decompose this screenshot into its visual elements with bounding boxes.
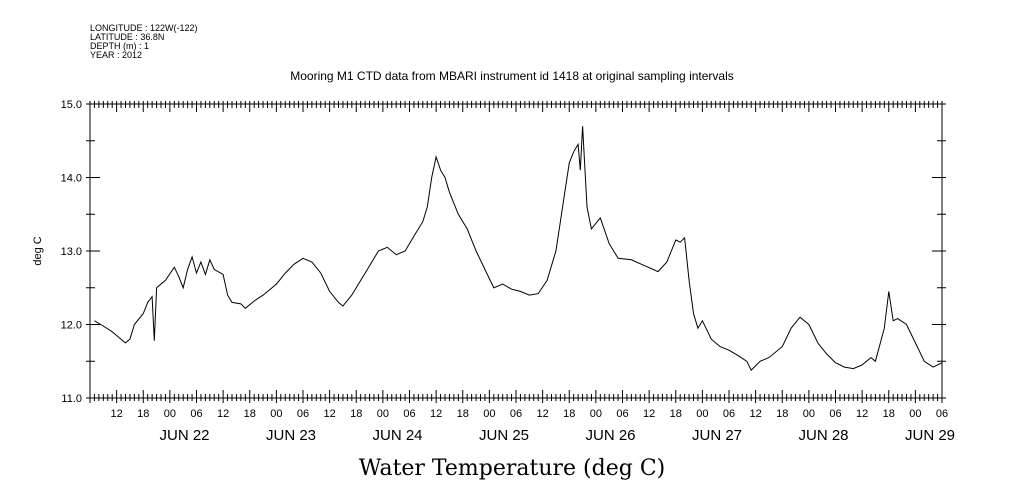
- y-axis-label: deg C: [32, 236, 44, 265]
- x-tick-label: 00: [270, 408, 282, 420]
- x-day-label: JUN 24: [372, 427, 422, 444]
- chart-title: Mooring M1 CTD data from MBARI instrumen…: [290, 69, 734, 83]
- x-tick-label: 18: [350, 408, 362, 420]
- x-tick-label: 06: [403, 408, 415, 420]
- x-tick-label: 06: [190, 408, 202, 420]
- x-tick-label: 12: [750, 408, 762, 420]
- series-line: [94, 126, 943, 371]
- meta-longitude: LONGITUDE : 122W(-122): [90, 23, 198, 33]
- x-tick-label: 12: [111, 408, 123, 420]
- x-day-label: JUN 23: [266, 427, 316, 444]
- x-tick-label: 06: [936, 408, 948, 420]
- x-tick-label: 12: [430, 408, 442, 420]
- meta-year: YEAR : 2012: [90, 50, 142, 60]
- x-day-label: JUN 28: [798, 427, 848, 444]
- x-tick-label: 18: [563, 408, 575, 420]
- plot-frame: [89, 103, 943, 399]
- x-tick-label: 06: [829, 408, 841, 420]
- x-tick-label: 12: [856, 408, 868, 420]
- x-tick-label: 18: [670, 408, 682, 420]
- meta-latitude: LATITUDE : 36.8N: [90, 32, 164, 42]
- y-tick-label: 11.0: [61, 393, 82, 405]
- y-tick-label: 15.0: [61, 99, 82, 111]
- y-tick-label: 12.0: [61, 320, 82, 332]
- x-axis: 12 18 00 06 12 18 00 06 12 18 00 06 12 18 00 06 12 18 00 06…: [89, 101, 948, 420]
- x-tick-label: 00: [164, 408, 176, 420]
- x-tick-label: 06: [723, 408, 735, 420]
- x-tick-label: 12: [537, 408, 549, 420]
- y-tick-label: 13.0: [61, 246, 82, 258]
- x-tick-label: 18: [137, 408, 149, 420]
- x-tick-label: 00: [909, 408, 921, 420]
- x-tick-label: 00: [803, 408, 815, 420]
- x-tick-label: 18: [776, 408, 788, 420]
- meta-depth: DEPTH (m) : 1: [90, 41, 149, 51]
- x-tick-label: 00: [696, 408, 708, 420]
- x-day-label: JUN 26: [585, 427, 635, 444]
- x-day-labels: JUN 22 JUN 23 JUN 24 JUN 25 JUN 26 JUN 27 JUN …: [159, 427, 955, 444]
- x-axis-label: Water Temperature (deg C): [359, 456, 666, 481]
- x-day-label: JUN 27: [692, 427, 742, 444]
- x-tick-label: 18: [883, 408, 895, 420]
- y-axis: 11.0 12.0 13.0 14.0 15.0: [61, 99, 946, 405]
- x-tick-label: 18: [244, 408, 256, 420]
- x-tick-label: 12: [643, 408, 655, 420]
- x-tick-label: 00: [483, 408, 495, 420]
- x-tick-label: 12: [324, 408, 336, 420]
- x-day-label: JUN 22: [159, 427, 209, 444]
- x-day-label: JUN 25: [479, 427, 529, 444]
- x-day-label: JUN 29: [905, 427, 955, 444]
- x-tick-label: 12: [217, 408, 229, 420]
- x-tick-label: 06: [297, 408, 309, 420]
- x-tick-label: 06: [510, 408, 522, 420]
- x-tick-label: 06: [616, 408, 628, 420]
- y-tick-label: 14.0: [61, 173, 82, 185]
- x-tick-label: 00: [590, 408, 602, 420]
- x-tick-label: 18: [457, 408, 469, 420]
- x-tick-label: 00: [377, 408, 389, 420]
